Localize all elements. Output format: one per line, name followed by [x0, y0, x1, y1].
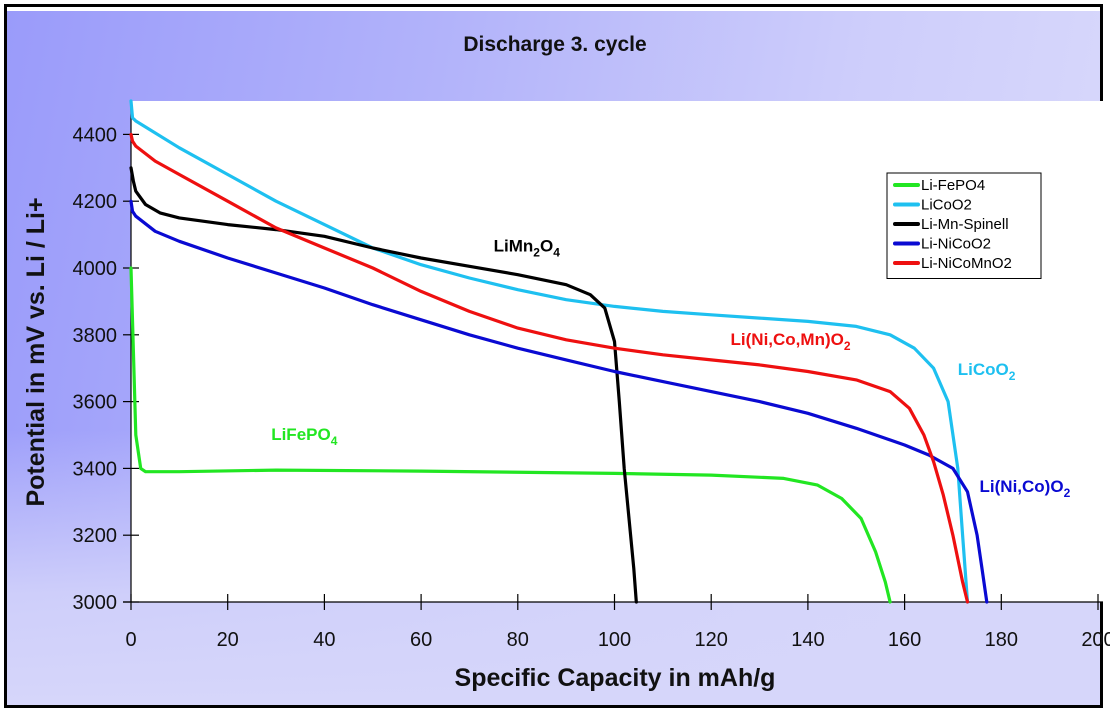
legend-label: Li-NiCoMnO2	[921, 255, 1012, 272]
legend-item: LiCoO2	[893, 197, 972, 214]
curve-annotation: Li(Ni,Co,Mn)O2	[731, 330, 851, 353]
x-tick-label: 180	[985, 629, 1018, 651]
y-tick-label: 4000	[73, 258, 118, 280]
y-tick-label: 3800	[73, 325, 118, 347]
x-tick-label: 160	[888, 629, 921, 651]
series-line-li-nicoo2	[129, 199, 989, 604]
legend-item: Li-Mn-Spinell	[893, 216, 1009, 233]
x-tick-label: 40	[313, 629, 335, 651]
y-tick-label: 4400	[73, 124, 118, 146]
x-tick-label: 200	[1081, 629, 1110, 651]
x-tick-label: 140	[791, 629, 824, 651]
x-axis-title: Specific Capacity in mAh/g	[455, 664, 776, 692]
chart-title: Discharge 3. cycle	[463, 33, 647, 56]
curve-annotation: LiCoO2	[958, 360, 1016, 383]
y-axis-title: Potential in mV vs. Li / Li+	[22, 197, 50, 506]
axes: 3000 3200 3400 3600 3800 4000 4200 4400 0 20 40 60 8…	[73, 101, 1110, 651]
legend-label: Li-FePO4	[921, 177, 985, 194]
y-tick-label: 4200	[73, 191, 118, 213]
y-tick-label: 3200	[73, 525, 118, 547]
annotations-layer: LiMn2O4 Li(Ni,Co,Mn)O2 LiCoO2 LiFePO4 Li(Ni,…	[271, 236, 1070, 499]
curve-annotation: LiFePO4	[271, 425, 338, 448]
series-line-li-mn-spinell	[129, 166, 638, 604]
y-tick-label: 3400	[73, 458, 118, 480]
x-tick-label: 100	[598, 629, 631, 651]
legend-label: Li-Mn-Spinell	[921, 216, 1009, 233]
curve-annotation: Li(Ni,Co)O2	[980, 477, 1071, 500]
y-tick-label: 3000	[73, 592, 118, 614]
series-line-li-fepo4	[129, 266, 892, 604]
legend: Li-FePO4 LiCoO2 Li-Mn-Spinell Li-NiCoO2 Li-N…	[886, 172, 1042, 279]
series-layer	[129, 99, 989, 604]
curve-annotation: LiMn2O4	[494, 236, 561, 259]
series-line-licoo2	[129, 99, 970, 604]
legend-item: Li-FePO4	[893, 177, 985, 194]
x-tick-label: 120	[695, 629, 728, 651]
legend-item: Li-NiCoO2	[893, 236, 991, 253]
x-tick-label: 80	[507, 629, 529, 651]
series-line-li-nicomno2	[129, 132, 970, 604]
y-tick-label: 3600	[73, 392, 118, 414]
x-tick-label: 60	[410, 629, 432, 651]
x-tick-label: 20	[217, 629, 239, 651]
legend-label: LiCoO2	[921, 197, 972, 214]
x-tick-label: 0	[125, 629, 136, 651]
legend-item: Li-NiCoMnO2	[893, 255, 1012, 272]
legend-label: Li-NiCoO2	[921, 236, 991, 253]
